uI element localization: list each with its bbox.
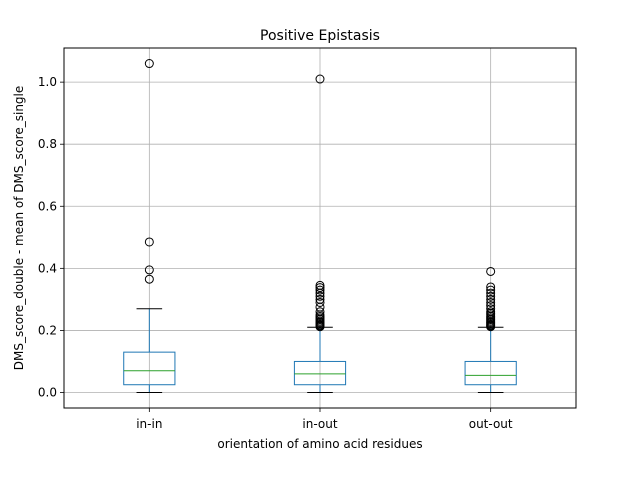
- box-layer: [123, 59, 517, 393]
- outlier-point: [315, 74, 325, 84]
- outlier-point: [144, 237, 154, 247]
- outlier-point: [486, 297, 496, 307]
- outlier-point: [486, 301, 496, 311]
- box-out-out: [464, 266, 517, 393]
- y-tick-label: 0.8: [38, 137, 57, 151]
- iqr-box: [464, 360, 517, 386]
- y-tick-label: 0.6: [38, 199, 57, 213]
- x-tick-label-in-in: in-in: [136, 417, 162, 431]
- outlier-point: [486, 291, 496, 301]
- outlier-point: [486, 307, 496, 317]
- outlier-point: [315, 294, 325, 304]
- x-axis: in-in in-out out-out: [136, 408, 513, 431]
- y-axis-label: DMS_score_double - mean of DMS_score_sin…: [12, 86, 26, 371]
- outlier-point: [486, 304, 496, 314]
- box-in-in: [123, 59, 176, 393]
- y-tick-label: 0.0: [38, 385, 57, 399]
- chart-title: Positive Epistasis: [260, 28, 380, 44]
- y-tick-label: 1.0: [38, 75, 57, 89]
- y-tick-label: 0.2: [38, 323, 57, 337]
- outlier-point: [486, 294, 496, 304]
- iqr-box: [293, 360, 347, 386]
- x-tick-label-in-out: in-out: [302, 417, 337, 431]
- outlier-point: [315, 297, 325, 307]
- outlier-point: [315, 280, 325, 290]
- outlier-point: [315, 285, 325, 295]
- outlier-point: [315, 283, 325, 293]
- x-tick-label-out-out: out-out: [469, 417, 513, 431]
- outlier-point: [315, 291, 325, 301]
- outlier-point: [144, 59, 154, 69]
- outlier-point: [144, 265, 154, 275]
- outlier-point: [315, 307, 325, 317]
- y-tick-label: 0.4: [38, 261, 57, 275]
- outlier-point: [144, 274, 154, 284]
- x-axis-label: orientation of amino acid residues: [217, 437, 422, 451]
- y-axis: 0.0 0.2 0.4 0.6 0.8 1.0: [38, 75, 64, 399]
- box-in-out: [293, 74, 347, 393]
- outlier-point: [486, 288, 496, 298]
- outlier-point: [486, 266, 496, 276]
- outlier-point: [486, 282, 496, 292]
- iqr-box: [123, 351, 176, 386]
- outlier-point: [486, 285, 496, 295]
